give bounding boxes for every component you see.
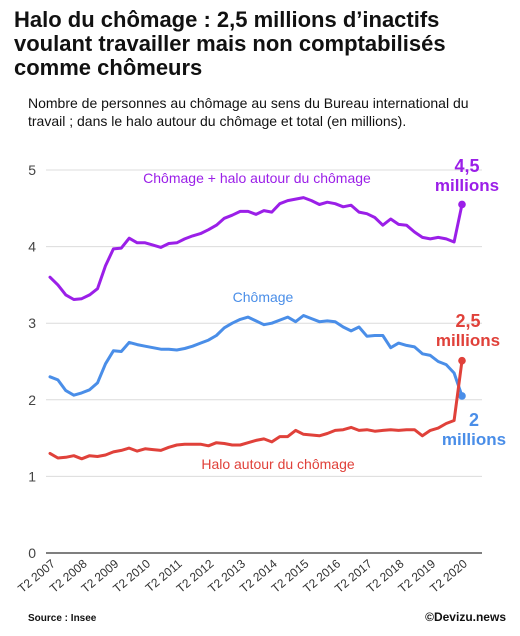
series-end-unit-label: millions <box>435 176 499 195</box>
y-tick-label: 2 <box>28 392 36 408</box>
source-note: Source : Insee <box>28 613 97 624</box>
series-end-value-label: 2 <box>469 410 479 430</box>
series-end-point <box>458 392 466 400</box>
chart-title: Halo du chômage : 2,5 millions d’inactif… <box>14 7 446 80</box>
series-end-point <box>458 200 466 209</box>
series-end-value-label: 2,5 <box>455 311 480 331</box>
chart-subtitle: Nombre de personnes au chômage au sens d… <box>28 95 469 129</box>
series-label: Halo autour du chômage <box>201 456 355 472</box>
series-labels: Chômage + halo autour du chômage Chômage H… <box>143 156 506 472</box>
y-tick-label: 5 <box>28 162 36 178</box>
series-end-value-label: 4,5 <box>454 156 479 176</box>
series-end-point <box>458 356 466 365</box>
y-axis-ticks: 0 1 2 3 4 5 <box>28 162 36 561</box>
series-line <box>48 314 464 398</box>
series-lines <box>48 196 466 461</box>
series-label: Chômage + halo autour du chômage <box>143 170 371 186</box>
y-tick-label: 4 <box>28 239 36 255</box>
series-line <box>48 196 464 301</box>
series-end-unit-label: millions <box>442 430 506 449</box>
credit-note: ©Devizu.news <box>425 610 506 624</box>
series-line <box>48 359 464 461</box>
y-tick-label: 1 <box>28 468 36 484</box>
series-label: Chômage <box>233 289 294 305</box>
y-tick-label: 3 <box>28 315 36 331</box>
series-end-unit-label: millions <box>436 331 500 350</box>
y-tick-label: 0 <box>28 545 36 561</box>
gridlines <box>46 169 482 554</box>
